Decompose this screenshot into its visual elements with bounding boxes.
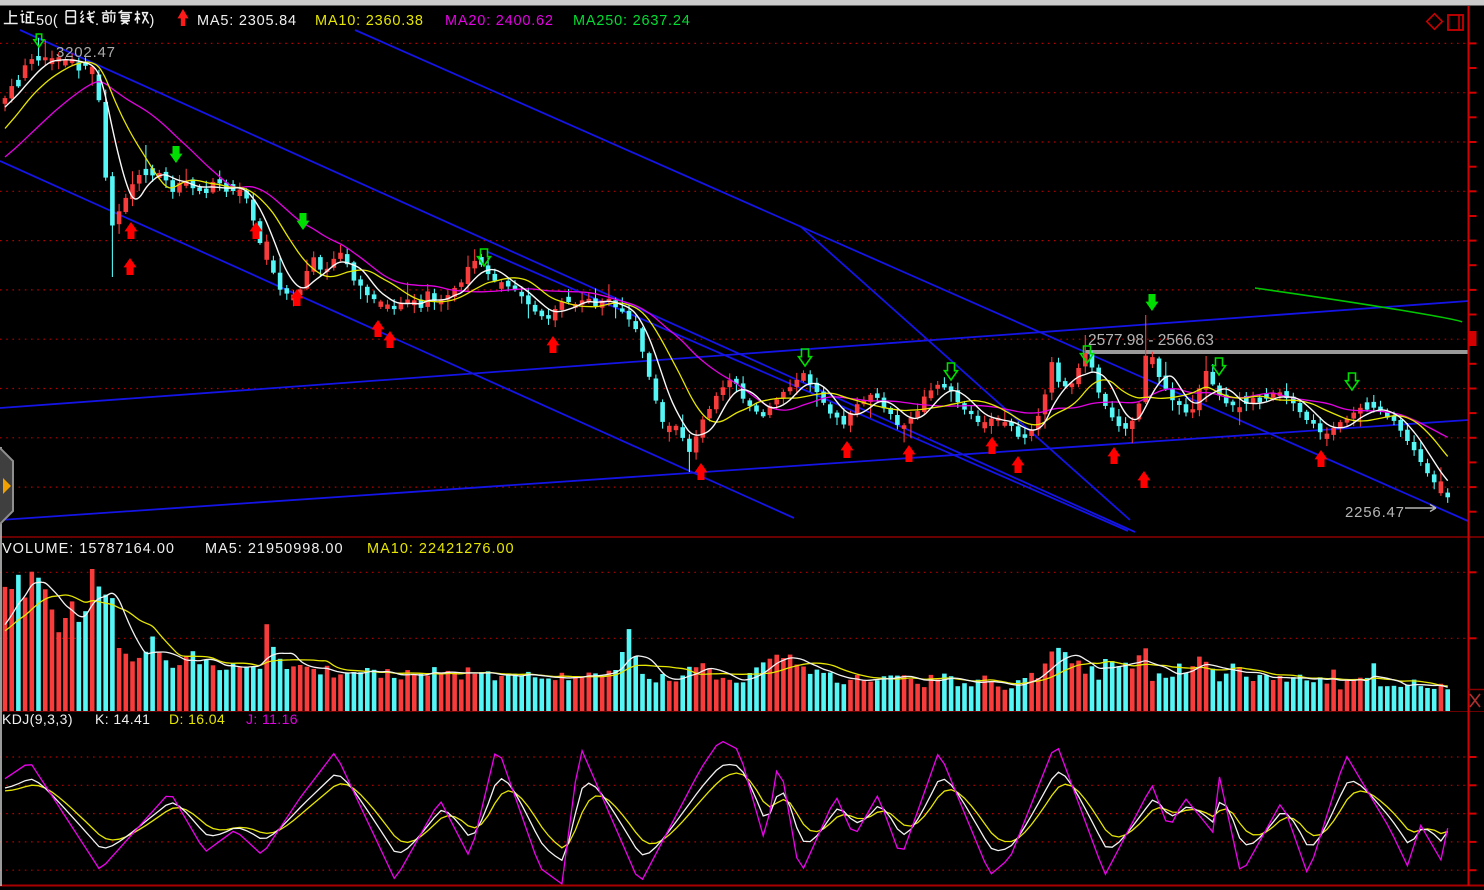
svg-text:): ): [150, 13, 156, 29]
svg-text:2577.98 - 2566.63: 2577.98 - 2566.63: [1088, 332, 1214, 349]
svg-text:.: .: [95, 13, 100, 29]
svg-text:2256.47: 2256.47: [1345, 504, 1405, 521]
svg-text:MA10: 2360.38: MA10: 2360.38: [315, 13, 424, 29]
svg-text:D: 16.04: D: 16.04: [169, 711, 225, 727]
svg-text:VOLUME: 15787164.00: VOLUME: 15787164.00: [2, 541, 175, 557]
svg-text:3202.47: 3202.47: [56, 44, 116, 61]
svg-text:MA5: 2305.84: MA5: 2305.84: [197, 13, 297, 29]
svg-text:50(: 50(: [36, 13, 58, 29]
svg-text:MA5: 21950998.00: MA5: 21950998.00: [205, 541, 344, 557]
svg-text:K: 14.41: K: 14.41: [95, 711, 150, 727]
svg-text:MA20: 2400.62: MA20: 2400.62: [445, 13, 554, 29]
svg-text:MA10: 22421276.00: MA10: 22421276.00: [367, 541, 515, 557]
svg-text:J: 11.16: J: 11.16: [246, 711, 298, 727]
svg-text:KDJ(9,3,3): KDJ(9,3,3): [2, 711, 73, 727]
svg-text:MA250: 2637.24: MA250: 2637.24: [573, 13, 691, 29]
